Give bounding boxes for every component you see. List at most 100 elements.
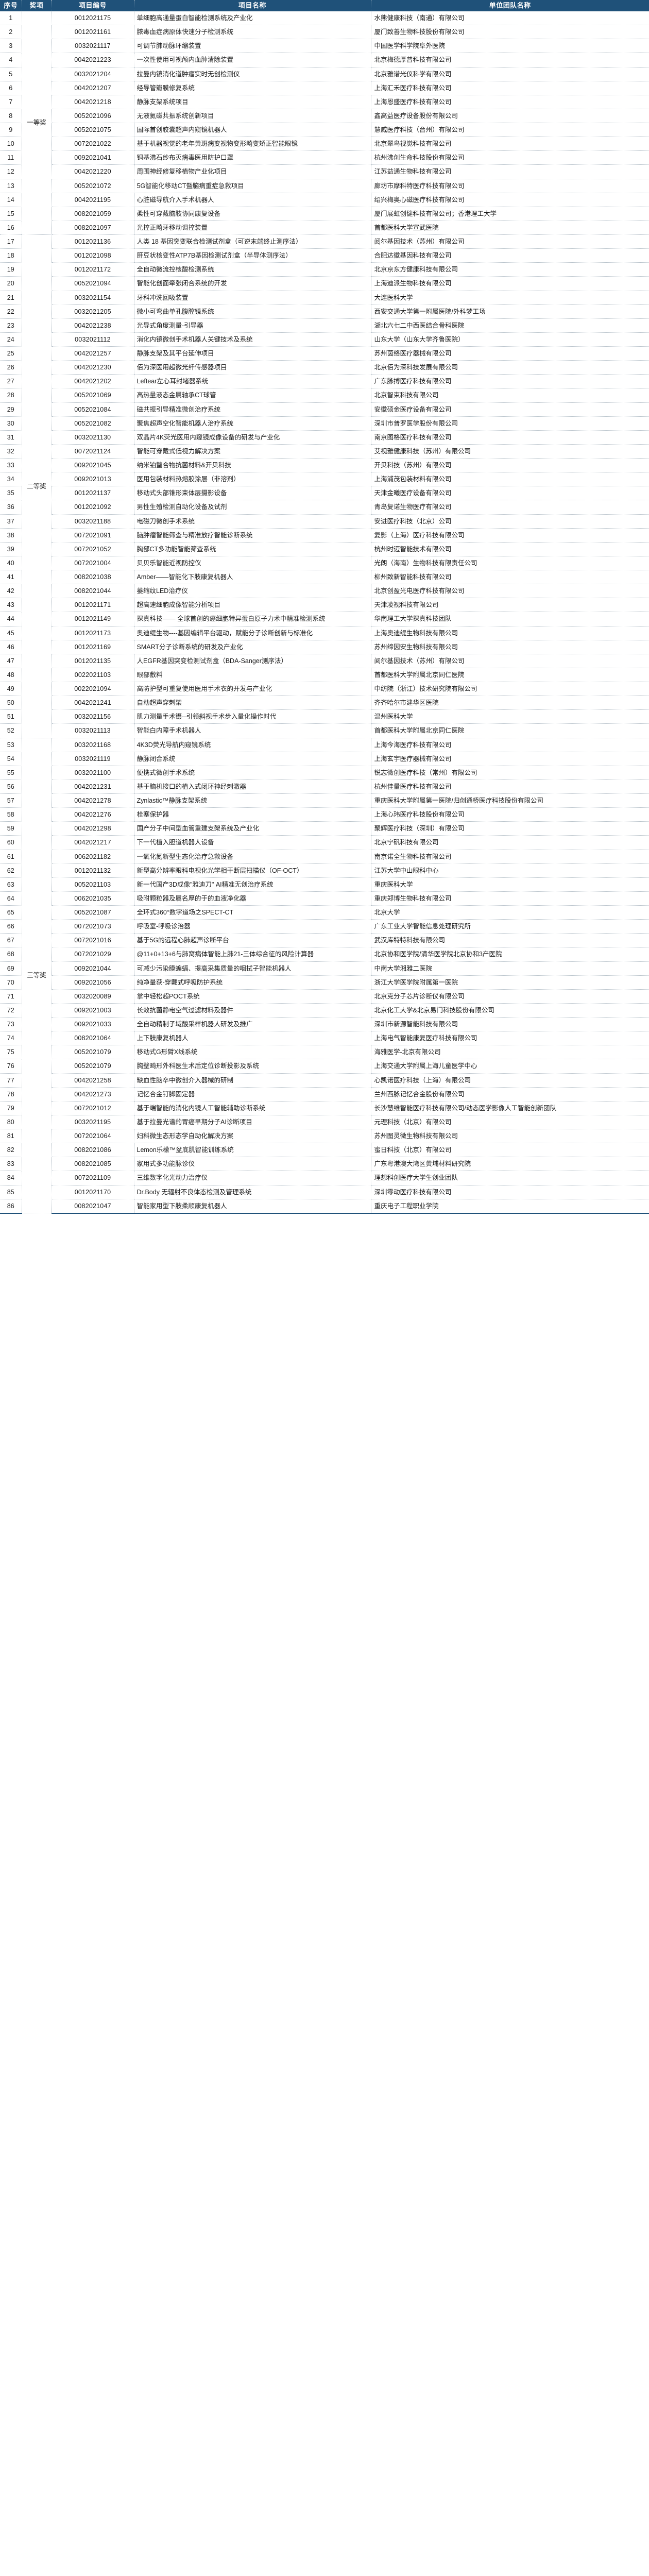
cell-unit-name: 北京梅德厚普科技有限公司 <box>371 53 649 67</box>
cell-project-name: 经导管瓣膜修复系统 <box>134 81 371 95</box>
cell-index: 10 <box>0 137 22 151</box>
cell-unit-name: 北京雅谱光仪科学有限公司 <box>371 67 649 81</box>
table-row: 66 0072021073 呼吸室-呼吸诊治器 广东工业大学智能信息处理研究所 <box>0 919 649 934</box>
cell-index: 84 <box>0 1171 22 1185</box>
cell-project-code: 0042021273 <box>52 1087 134 1101</box>
cell-index: 77 <box>0 1073 22 1088</box>
cell-unit-name: 合肥达徽基因科技有限公司 <box>371 248 649 263</box>
cell-project-code: 0042021278 <box>52 793 134 808</box>
cell-index: 72 <box>0 1003 22 1018</box>
cell-index: 25 <box>0 346 22 361</box>
cell-project-name: 电磁刀微创手术系统 <box>134 514 371 529</box>
cell-project-code: 0042021230 <box>52 360 134 375</box>
cell-project-name: 全环式360°数字道场之SPECT-CT <box>134 905 371 920</box>
cell-unit-name: 心凯诺医疗科技（上海）有限公司 <box>371 1073 649 1088</box>
cell-index: 16 <box>0 221 22 235</box>
table-row: 53 三等奖 0032021168 4K3D荧光导航内窥镜系统 上海今海医疗科技有限公司 <box>0 738 649 1214</box>
cell-unit-name: 上海电气智能康复医疗科技有限公司 <box>371 1031 649 1046</box>
cell-project-code: 0082021064 <box>52 1031 134 1046</box>
cell-project-code: 0052021079 <box>52 1059 134 1074</box>
awards-table: 序号 奖项 项目编号 项目名称 单位团队名称 1 一等奖 0012021175 单细胞… <box>0 0 649 1214</box>
cell-index: 4 <box>0 53 22 67</box>
cell-index: 69 <box>0 961 22 976</box>
cell-project-code: 0072021124 <box>52 444 134 459</box>
cell-project-name: 缺血性脑卒中微创介入器械的研制 <box>134 1073 371 1088</box>
cell-unit-name: 青岛复诺生物医疗有限公司 <box>371 500 649 515</box>
cell-unit-name: 聚辉医疗科技（深圳）有限公司 <box>371 821 649 836</box>
cell-unit-name: 上海心玮医疗科技股份有限公司 <box>371 807 649 822</box>
cell-project-name: 胸部CT多功能智能筛查系统 <box>134 542 371 556</box>
cell-project-code: 0072021029 <box>52 947 134 962</box>
cell-unit-name: 海雅医学-北京有限公司 <box>371 1045 649 1060</box>
cell-project-code: 0032021117 <box>52 39 134 54</box>
table-row: 46 0012021169 SMART分子诊断系统的研发及产业化 苏州缔因安生物科技有… <box>0 640 649 654</box>
table-row: 75 0052021079 移动式G形臂X线系统 海雅医学-北京有限公司 <box>0 1045 649 1060</box>
cell-project-name: 微小可弯曲单孔腹腔镜系统 <box>134 304 371 319</box>
cell-unit-name: 北京创盈光电医疗科技有限公司 <box>371 584 649 599</box>
table-row: 14 0042021195 心脏磁导航介入手术机器人 绍兴梅奥心磁医疗科技有限公司 <box>0 193 649 207</box>
cell-index: 38 <box>0 528 22 543</box>
cell-unit-name: 上海今海医疗科技有限公司 <box>371 738 649 752</box>
cell-index: 31 <box>0 430 22 445</box>
cell-unit-name: 上海交通大学附属上海儿童医学中心 <box>371 1059 649 1074</box>
cell-project-code: 0022021103 <box>52 668 134 683</box>
cell-index: 3 <box>0 39 22 54</box>
cell-project-code: 0052021087 <box>52 905 134 920</box>
cell-award-group: 三等奖 <box>22 738 52 1214</box>
table-row: 68 0072021029 @11+0+13+6与肺窝病体智能上肺21-三体综合征的… <box>0 947 649 962</box>
table-row: 1 一等奖 0012021175 单细胞高通量蛋白智能检测系统及产业化 水熊健康科技（南… <box>0 11 649 235</box>
table-header: 序号 奖项 项目编号 项目名称 单位团队名称 <box>0 0 649 11</box>
cell-index: 21 <box>0 291 22 305</box>
cell-project-code: 0042021218 <box>52 95 134 109</box>
table-row: 55 0032021100 便携式微创手术系统 锐志微创医疗科技（常州）有限公司 <box>0 766 649 780</box>
cell-index: 49 <box>0 682 22 697</box>
cell-index: 33 <box>0 458 22 473</box>
table-row: 30 0052021082 聚焦超声空化智能机器人治疗系统 深圳市普罗医学股份有限公司 <box>0 416 649 431</box>
table-row: 51 0032021156 肌力测量手术镊--引领斜视手术步入量化操作时代 温州医科大… <box>0 709 649 724</box>
cell-project-name: 便携式微创手术系统 <box>134 766 371 780</box>
cell-project-code: 0032021119 <box>52 752 134 766</box>
table-row: 45 0012021173 奥迪缇生物----基因编辑平台驱动，赋能分子诊断创新与标… <box>0 626 649 640</box>
cell-unit-name: 天津凌视科技有限公司 <box>371 598 649 613</box>
cell-unit-name: 温州医科大学 <box>371 709 649 724</box>
cell-project-code: 0012021173 <box>52 626 134 640</box>
cell-index: 24 <box>0 332 22 347</box>
cell-index: 86 <box>0 1199 22 1214</box>
cell-project-name: 4K3D荧光导航内窥镜系统 <box>134 738 371 752</box>
cell-project-name: 光导式角度测量-引导器 <box>134 318 371 333</box>
cell-project-name: 基于5G的远程心肺超声诊断平台 <box>134 933 371 948</box>
cell-index: 36 <box>0 500 22 515</box>
cell-project-code: 0042021231 <box>52 779 134 794</box>
cell-project-name: 肝豆状核变性ATP7B基因检测试剂盒（半导体测序法） <box>134 248 371 263</box>
cell-project-code: 0062021182 <box>52 850 134 864</box>
cell-project-name: 超高速细胞成像智能分析项目 <box>134 598 371 613</box>
cell-index: 76 <box>0 1059 22 1074</box>
cell-unit-name: 杭州时迈智能技术有限公司 <box>371 542 649 556</box>
cell-project-name: 移动式头部锥形束体层摄影设备 <box>134 486 371 501</box>
cell-index: 61 <box>0 850 22 864</box>
cell-unit-name: 蜜日科技（北京）有限公司 <box>371 1143 649 1158</box>
cell-project-code: 0032021204 <box>52 67 134 81</box>
cell-index: 63 <box>0 877 22 892</box>
cell-project-code: 0012021161 <box>52 25 134 40</box>
table-row: 32 0072021124 智能可穿戴式低视力解决方案 艾视雅健康科技（苏州）有限公司 <box>0 444 649 459</box>
cell-project-code: 0072021064 <box>52 1129 134 1144</box>
cell-project-name: 智能家用型下肢柔顺康复机器人 <box>134 1199 371 1214</box>
cell-project-name: 自动超声穿刺架 <box>134 696 371 710</box>
cell-project-code: 0042021220 <box>52 164 134 179</box>
cell-unit-name: 上海浦茂包装材料有限公司 <box>371 472 649 487</box>
table-row: 83 0082021085 家用式多功能脉诊仪 广东粤港澳大湾区黄埔材料研究院 <box>0 1157 649 1172</box>
cell-index: 57 <box>0 793 22 808</box>
cell-project-name: 新一代国产3D成像"雅迪刀" AI精准无创治疗系统 <box>134 877 371 892</box>
cell-unit-name: 兰州西脉记忆合金股份有限公司 <box>371 1087 649 1101</box>
table-row: 34 0092021013 医用包装材料热熔胶涂层（非溶剂） 上海浦茂包装材料有限公司 <box>0 472 649 487</box>
cell-project-code: 0012021137 <box>52 486 134 501</box>
cell-project-name: 基于端智能的消化内镜人工智能辅助诊断系统 <box>134 1101 371 1115</box>
cell-project-name: 静脉闭合系统 <box>134 752 371 766</box>
cell-unit-name: 北京协和医学院/清华医学院北京协和3产医院 <box>371 947 649 962</box>
cell-index: 8 <box>0 109 22 124</box>
cell-project-name: 高热量液态金属轴承CT球管 <box>134 388 371 403</box>
table-row: 77 0042021258 缺血性脑卒中微创介入器械的研制 心凯诺医疗科技（上海）有限… <box>0 1073 649 1088</box>
table-row: 58 0042021276 栓塞保护器 上海心玮医疗科技股份有限公司 <box>0 807 649 822</box>
table-row: 25 0042021257 静脉支架及其平台延伸项目 苏州茵络医疗器械有限公司 <box>0 346 649 361</box>
